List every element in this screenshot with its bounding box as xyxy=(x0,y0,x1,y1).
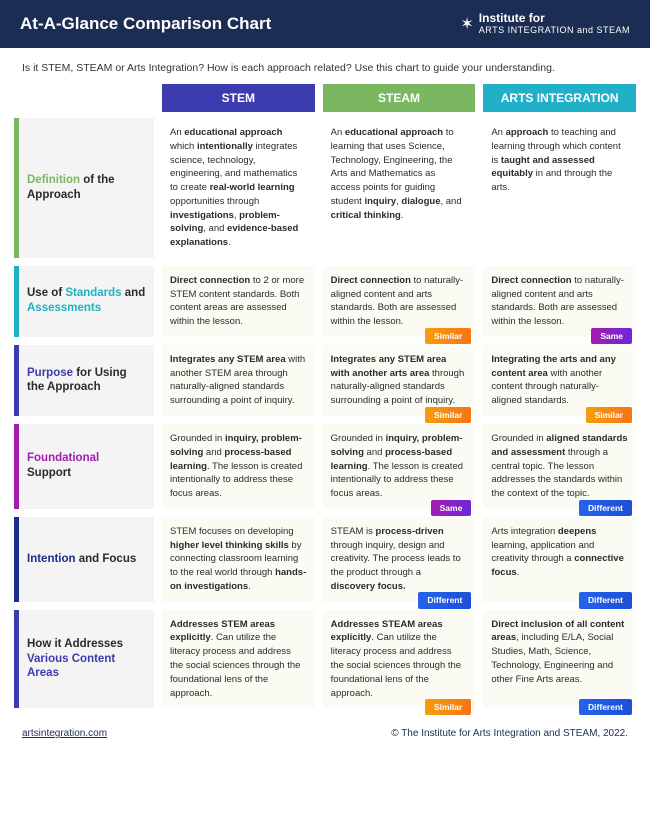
intro-text: Is it STEM, STEAM or Arts Integration? H… xyxy=(0,48,650,84)
badge-different: Different xyxy=(579,500,632,516)
row-label: Use of Standards and Assessments xyxy=(14,266,154,337)
cell: Direct connection to naturally-aligned c… xyxy=(323,266,476,337)
badge-different: Different xyxy=(579,699,632,715)
column-header: STEAM xyxy=(323,84,476,112)
badge-similar: Similar xyxy=(425,699,471,715)
column-header: ARTS INTEGRATION xyxy=(483,84,636,112)
logo-line2: ARTS INTEGRATION and STEAM xyxy=(479,26,630,36)
badge-same: Same xyxy=(591,328,632,344)
row-label: Intention and Focus xyxy=(14,517,154,602)
row-label: Definition of the Approach xyxy=(14,118,154,258)
footer-copyright: © The Institute for Arts Integration and… xyxy=(391,728,628,739)
row-label: Purpose for Using the Approach xyxy=(14,345,154,416)
badge-similar: Similar xyxy=(425,328,471,344)
cell: Addresses STEM areas explicitly. Can uti… xyxy=(162,610,315,709)
logo-line1: Institute for xyxy=(479,12,630,25)
cell: STEAM is process-driven through inquiry,… xyxy=(323,517,476,602)
cell: Arts integration deepens learning, appli… xyxy=(483,517,636,602)
cell: Integrates any STEM area with another ar… xyxy=(323,345,476,416)
cell: An approach to teaching and learning thr… xyxy=(483,118,636,258)
cell: Direct connection to 2 or more STEM cont… xyxy=(162,266,315,337)
badge-similar: Similar xyxy=(425,407,471,423)
cell: Direct connection to naturally-aligned c… xyxy=(483,266,636,337)
cell: An educational approach which intentiona… xyxy=(162,118,315,258)
header: At-A-Glance Comparison Chart ✶ Institute… xyxy=(0,0,650,48)
cell: An educational approach to learning that… xyxy=(323,118,476,258)
footer-link[interactable]: artsintegration.com xyxy=(22,728,107,739)
cell: Grounded in aligned standards and assess… xyxy=(483,424,636,509)
badge-similar: Similar xyxy=(586,407,632,423)
cell: Direct inclusion of all content areas, i… xyxy=(483,610,636,709)
logo: ✶ Institute for ARTS INTEGRATION and STE… xyxy=(460,12,630,35)
badge-different: Different xyxy=(418,592,471,608)
cell: Grounded in inquiry, problem-solving and… xyxy=(323,424,476,509)
logo-icon: ✶ xyxy=(460,14,473,34)
row-label: How it Addresses Various Content Areas xyxy=(14,610,154,709)
badge-different: Different xyxy=(579,592,632,608)
cell: Addresses STEAM areas explicitly. Can ut… xyxy=(323,610,476,709)
page-title: At-A-Glance Comparison Chart xyxy=(20,14,271,34)
cell: STEM focuses on developing higher level … xyxy=(162,517,315,602)
cell: Integrates any STEM area with another ST… xyxy=(162,345,315,416)
footer: artsintegration.com © The Institute for … xyxy=(0,716,650,747)
row-label: Foundational Support xyxy=(14,424,154,509)
badge-same: Same xyxy=(431,500,472,516)
cell: Grounded in inquiry, problem-solving and… xyxy=(162,424,315,509)
cell: Integrating the arts and any content are… xyxy=(483,345,636,416)
comparison-grid: STEM STEAMARTS INTEGRATION Definition of t… xyxy=(0,84,650,716)
column-header: STEM xyxy=(162,84,315,112)
